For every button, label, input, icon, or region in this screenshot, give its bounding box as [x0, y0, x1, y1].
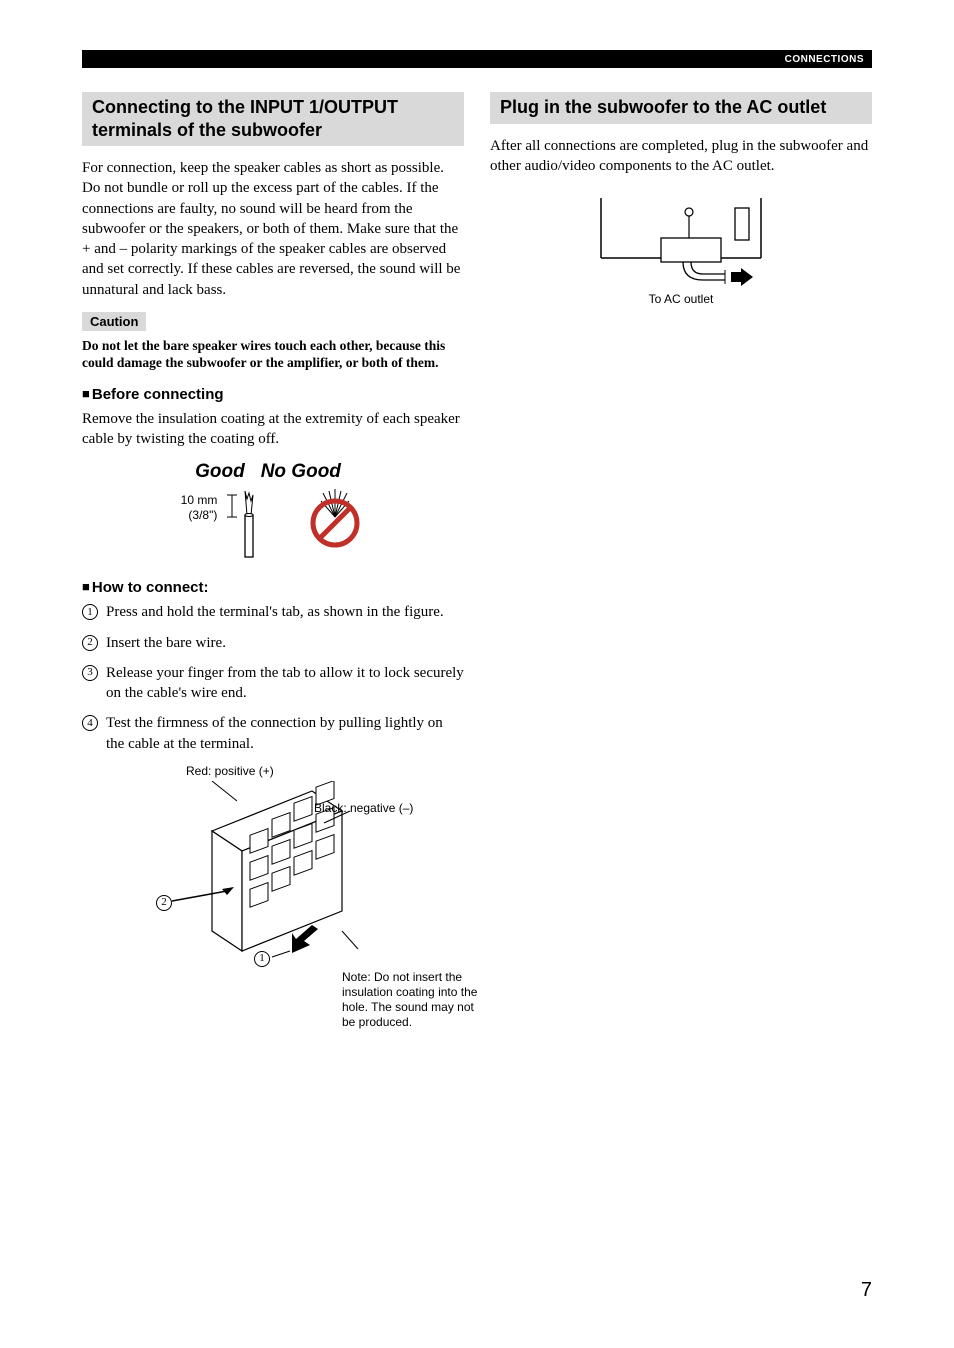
square-bullet-icon: ■ — [82, 386, 90, 401]
content-columns: Connecting to the INPUT 1/OUTPUT termina… — [82, 92, 872, 1030]
caution-block: Caution Do not let the bare speaker wire… — [82, 312, 464, 372]
caution-text: Do not let the bare speaker wires touch … — [82, 337, 464, 372]
heading-connecting: Connecting to the INPUT 1/OUTPUT termina… — [92, 96, 454, 141]
page-number: 7 — [861, 1279, 872, 1302]
before-connecting-heading: ■Before connecting — [82, 386, 464, 403]
strip-length-inch: (3/8") — [188, 508, 217, 522]
red-positive-label: Red: positive (+) — [186, 764, 464, 779]
how-to-connect-heading: ■How to connect: — [82, 579, 464, 596]
step-text: Test the firmness of the connection by p… — [106, 713, 464, 754]
callout-2-icon: 2 — [156, 895, 172, 911]
section-heading-left: Connecting to the INPUT 1/OUTPUT termina… — [82, 92, 464, 146]
black-negative-label: Black: negative (–) — [314, 801, 413, 816]
list-item: 4 Test the firmness of the connection by … — [82, 713, 464, 754]
step-text: Insert the bare wire. — [106, 633, 226, 653]
step-text: Press and hold the terminal's tab, as sh… — [106, 602, 444, 622]
step-text: Release your finger from the tab to allo… — [106, 663, 464, 704]
wire-strip-figure: 10 mm (3/8") — [82, 489, 464, 559]
heading-plug-in: Plug in the subwoofer to the AC outlet — [500, 96, 862, 119]
list-item: 2 Insert the bare wire. — [82, 633, 464, 653]
nogood-label: No Good — [261, 461, 341, 482]
before-connecting-label: Before connecting — [92, 386, 224, 403]
step-number-icon: 3 — [82, 665, 98, 681]
good-wire-icon — [225, 489, 265, 559]
caution-label: Caution — [82, 312, 146, 331]
insulation-note: Note: Do not insert the insulation coati… — [342, 970, 482, 1030]
subwoofer-rear-icon — [591, 188, 771, 288]
right-column: Plug in the subwoofer to the AC outlet A… — [490, 92, 872, 1030]
list-item: 1 Press and hold the terminal's tab, as s… — [82, 602, 464, 622]
nogood-wire-icon — [305, 489, 365, 559]
plug-in-text: After all connections are completed, plu… — [490, 136, 872, 177]
strip-length-label: 10 mm (3/8") — [181, 489, 218, 522]
step-number-icon: 1 — [82, 604, 98, 620]
intro-paragraph: For connection, keep the speaker cables … — [82, 158, 464, 300]
step-number-icon: 2 — [82, 635, 98, 651]
square-bullet-icon: ■ — [82, 579, 90, 594]
section-heading-right: Plug in the subwoofer to the AC outlet — [490, 92, 872, 124]
header-label: CONNECTIONS — [785, 54, 864, 65]
ac-outlet-figure: To AC outlet — [490, 188, 872, 306]
header-bar: CONNECTIONS — [82, 50, 872, 68]
good-label: Good — [195, 461, 245, 482]
to-ac-outlet-label: To AC outlet — [649, 292, 714, 306]
how-to-connect-label: How to connect: — [92, 579, 209, 596]
callout-1-icon: 1 — [254, 951, 270, 967]
good-nogood-labels: Good No Good — [72, 461, 464, 483]
left-column: Connecting to the INPUT 1/OUTPUT termina… — [82, 92, 464, 1030]
before-connecting-text: Remove the insulation coating at the ext… — [82, 409, 464, 450]
steps-list: 1 Press and hold the terminal's tab, as s… — [82, 602, 464, 754]
step-number-icon: 4 — [82, 715, 98, 731]
terminal-figure: Red: positive (+) — [142, 764, 464, 1030]
strip-length-mm: 10 mm — [181, 493, 218, 507]
list-item: 3 Release your finger from the tab to all… — [82, 663, 464, 704]
